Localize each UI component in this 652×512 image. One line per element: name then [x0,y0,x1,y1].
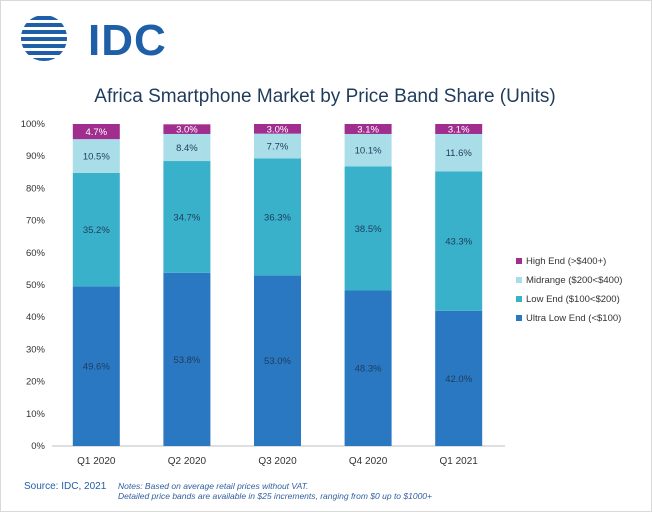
source-text: Source: IDC, 2021 [24,481,107,492]
data-label: 3.0% [267,124,289,135]
bar-segment [344,290,392,446]
data-label: 8.4% [176,143,198,154]
data-label: 11.6% [446,148,473,159]
bar-segment [435,124,483,134]
data-label: 10.1% [355,146,382,157]
y-tick-label: 90% [26,151,46,162]
globe-icon [21,16,67,61]
y-tick-label: 60% [26,248,46,259]
chart-title: Africa Smartphone Market by Price Band S… [94,86,556,107]
bar-segment [344,133,392,167]
bar-segment [435,310,483,446]
legend-label: Low End ($100<$200) [526,294,620,305]
bar-segment [163,272,211,446]
data-label: 43.3% [445,237,472,248]
data-label: 53.0% [264,356,291,367]
bar-segment [254,275,301,446]
legend-swatch [516,296,522,302]
bar-segment [72,286,120,446]
y-tick-label: 40% [26,312,46,323]
y-tick-label: 10% [26,409,46,420]
y-tick-label: 30% [26,344,46,355]
bar-segment [163,161,211,273]
legend-swatch [516,277,522,283]
bar-segment [344,124,392,134]
notes-line-1: Notes: Based on average retail prices wi… [118,481,309,491]
bar-segment [435,133,483,172]
bar-segment [72,139,120,173]
x-tick-label: Q2 2020 [168,456,207,467]
y-tick-label: 20% [26,377,46,388]
legend-swatch [516,315,522,321]
stacked-bar-chart: 0% 10% 20% 30% 40% 50% 60% 70% 80% 90% 100% 49.6% 35… [21,119,623,467]
legend-swatch [516,258,522,264]
bar-segment [254,158,301,276]
y-tick-label: 50% [26,280,46,291]
bar-segment [72,172,120,287]
data-label: 7.7% [267,142,289,153]
notes-line-2: Detailed price bands are available in $2… [118,491,432,501]
data-label: 3.1% [357,124,379,135]
y-tick-label: 0% [31,441,45,452]
x-tick-label: Q3 2020 [258,456,297,467]
x-tick-label: Q1 2020 [77,456,116,467]
data-label: 42.0% [445,374,472,385]
data-label: 3.1% [448,124,470,135]
notes-text: Notes: Based on average retail prices wi… [118,481,432,501]
bar-segment [72,124,120,140]
bar-segment [163,124,211,134]
data-label: 3.0% [176,125,198,136]
legend-label: High End (>$400+) [526,256,606,267]
x-tick-label: Q4 2020 [349,456,388,467]
data-label: 38.5% [355,224,382,235]
y-tick-label: 80% [26,183,46,194]
bar-segment [254,124,301,134]
data-label: 36.3% [264,212,291,223]
data-label: 49.6% [83,362,110,373]
y-tick-label: 100% [21,119,46,130]
bar-segment [163,133,211,162]
legend-label: Ultra Low End (<$100) [526,313,621,324]
data-label: 48.3% [355,364,382,375]
bar-segment [344,166,392,291]
data-label: 35.2% [83,225,110,236]
bar-segment [435,171,483,311]
data-label: 10.5% [83,152,110,163]
idc-logo: IDC [18,12,218,65]
data-label: 4.7% [85,127,107,138]
x-tick-label: Q1 2021 [440,456,479,467]
logo-text: IDC [88,16,167,65]
data-label: 34.7% [173,212,200,223]
bar-segment [254,133,301,159]
data-label: 53.8% [173,355,200,366]
legend-label: Midrange ($200<$400) [526,275,622,286]
y-tick-label: 70% [26,216,46,227]
